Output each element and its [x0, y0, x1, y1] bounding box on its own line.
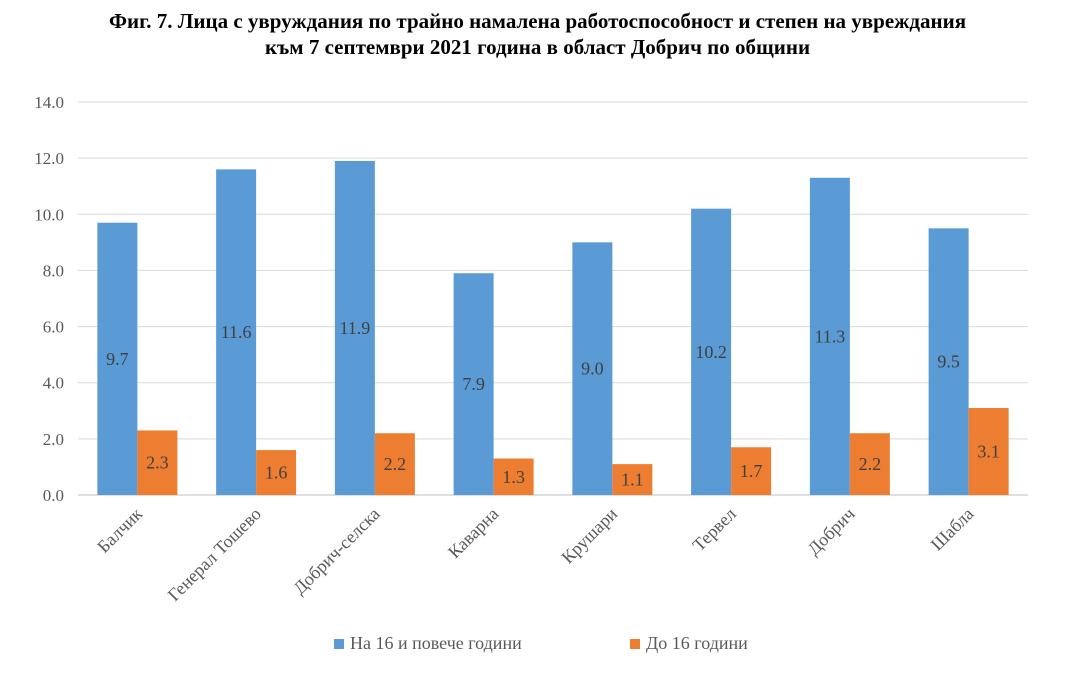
bar-adults: [809, 177, 850, 496]
data-label: 2.2: [859, 454, 882, 474]
bar-adults: [334, 160, 375, 495]
chart-title-line-2: към 7 септември 2021 година в област Доб…: [264, 35, 811, 59]
bar-children: [612, 464, 653, 495]
bar-adults: [928, 228, 969, 496]
x-tick-label: Каварна: [444, 504, 502, 562]
data-label: 1.6: [265, 463, 288, 483]
legend-swatch: [630, 639, 640, 649]
data-label: 7.9: [462, 374, 485, 394]
legend-label: На 16 и повече години: [350, 633, 522, 653]
bar-children: [968, 407, 1009, 495]
chart-title-line-1: Фиг. 7. Лица с увруждания по трайно нама…: [108, 9, 967, 33]
data-labels: 9.7 2.3 11.6 1.6 11.9 2.2 7.9 1.3 9.0 1.1 10.2 1.7 1…: [106, 318, 1000, 490]
y-tick-label: 0.0: [43, 486, 64, 505]
data-label: 10.2: [695, 342, 727, 362]
data-label: 9.7: [106, 349, 129, 369]
legend: На 16 и повече години До 16 години: [334, 633, 748, 653]
x-tick-label: Балчик: [93, 504, 146, 557]
y-tick-label: 2.0: [43, 430, 64, 449]
data-label: 1.3: [502, 467, 525, 487]
bar-children: [256, 450, 297, 495]
bar-children: [137, 430, 178, 495]
y-tick-label: 6.0: [43, 318, 64, 337]
bar-adults: [97, 222, 138, 495]
bar-children: [374, 433, 415, 495]
bars: [97, 160, 1009, 496]
x-tick-label: Тервел: [689, 504, 740, 555]
x-tick-label: Добрич: [803, 504, 858, 559]
y-tick-label: 12.0: [34, 149, 64, 168]
chart-title: Фиг. 7. Лица с увруждания по трайно нама…: [0, 8, 1075, 60]
data-label: 1.1: [621, 470, 644, 490]
legend-label: До 16 години: [646, 633, 748, 653]
bar-adults: [691, 208, 732, 495]
x-tick-label: Шабла: [927, 504, 978, 555]
legend-swatch: [334, 639, 344, 649]
y-tick-label: 14.0: [34, 93, 64, 112]
data-label: 11.6: [221, 322, 252, 342]
x-tick-label: Добрич-селска: [289, 504, 384, 599]
data-label: 3.1: [977, 441, 1000, 461]
bar-children: [731, 447, 772, 495]
bar-children: [493, 458, 534, 495]
bar-children: [849, 433, 890, 495]
y-tick-label: 8.0: [43, 261, 64, 280]
bar-adults: [216, 169, 257, 495]
bar-adults: [453, 273, 494, 495]
data-label: 2.2: [384, 454, 407, 474]
data-label: 9.5: [937, 352, 960, 372]
data-label: 11.9: [339, 318, 370, 338]
x-tick-label: Генерал Тошево: [164, 504, 265, 605]
data-label: 11.3: [814, 326, 845, 346]
bar-adults: [572, 242, 613, 495]
y-tick-label: 10.0: [34, 205, 64, 224]
data-label: 1.7: [740, 461, 763, 481]
x-axis: Балчик Генерал Тошево Добрич-селска Каварна…: [93, 503, 977, 604]
x-tick-label: Крушари: [557, 503, 621, 567]
data-label: 9.0: [581, 359, 604, 379]
y-axis: 0.0 2.0 4.0 6.0 8.0 10.0 12.0 14.0: [34, 93, 64, 505]
y-tick-label: 4.0: [43, 374, 64, 393]
data-label: 2.3: [146, 453, 169, 473]
